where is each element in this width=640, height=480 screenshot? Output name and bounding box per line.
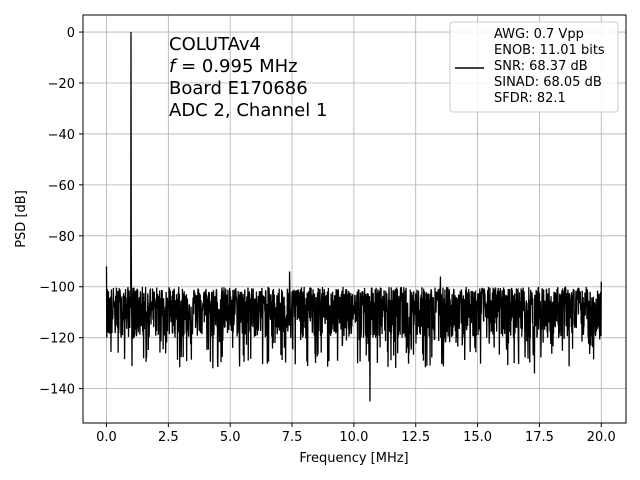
plot-frame: [82, 14, 627, 424]
legend-line-sinad: SINAD: 68.05 dB: [494, 75, 602, 90]
x-tick-label: 20.0: [587, 430, 616, 445]
y-tick-label: −100: [39, 281, 75, 296]
annotation-line-4: ADC 2, Channel 1: [169, 100, 327, 121]
x-tick-label: 2.5: [158, 430, 179, 445]
y-tick-label: −120: [39, 332, 75, 347]
y-tick-label: −140: [39, 383, 75, 398]
legend-line-enob: ENOB: 11.01 bits: [494, 43, 605, 58]
legend-line-sfdr: SFDR: 82.1: [494, 91, 566, 106]
annotation-freq-symbol: f: [169, 56, 178, 77]
y-tick-label: −20: [48, 77, 75, 92]
y-tick-label: −80: [48, 230, 75, 245]
x-tick-label: 0.0: [96, 430, 117, 445]
annotation-line-2: f = 0.995 MHz: [169, 56, 298, 77]
legend-line-awg: AWG: 0.7 Vpp: [494, 27, 584, 42]
x-tick-label: 10.0: [339, 430, 368, 445]
x-tick-label: 15.0: [463, 430, 492, 445]
legend-line-snr: SNR: 68.37 dB: [494, 59, 588, 74]
annotation-line-1: COLUTAv4: [169, 34, 261, 55]
x-tick-label: 17.5: [525, 430, 554, 445]
y-axis-label: PSD [dB]: [14, 190, 29, 248]
psd-series: [105, 32, 602, 402]
annotation-line-3: Board E170686: [169, 78, 308, 99]
annotation-freq-value: = 0.995 MHz: [175, 56, 297, 77]
x-axis-ticks: 0.0 2.5 5.0 7.5 10.0 12.5 15.0 17.5 20.0: [96, 423, 616, 445]
y-tick-label: −60: [48, 179, 75, 194]
y-tick-label: −40: [48, 128, 75, 143]
psd-trace: [105, 32, 602, 402]
annotation-block: COLUTAv4 f = 0.995 MHz Board E170686 ADC…: [169, 34, 327, 121]
x-axis-label: Frequency [MHz]: [299, 451, 408, 466]
x-tick-label: 7.5: [282, 430, 303, 445]
y-axis-ticks: 0 −20 −40 −60 −80 −100 −120 −140: [39, 26, 83, 398]
grid-lines: [83, 15, 626, 423]
x-tick-label: 12.5: [401, 430, 430, 445]
legend: AWG: 0.7 Vpp ENOB: 11.01 bits SNR: 68.37…: [449, 21, 619, 113]
legend-box: [449, 21, 619, 113]
x-tick-label: 5.0: [220, 430, 241, 445]
y-tick-label: 0: [67, 26, 75, 41]
